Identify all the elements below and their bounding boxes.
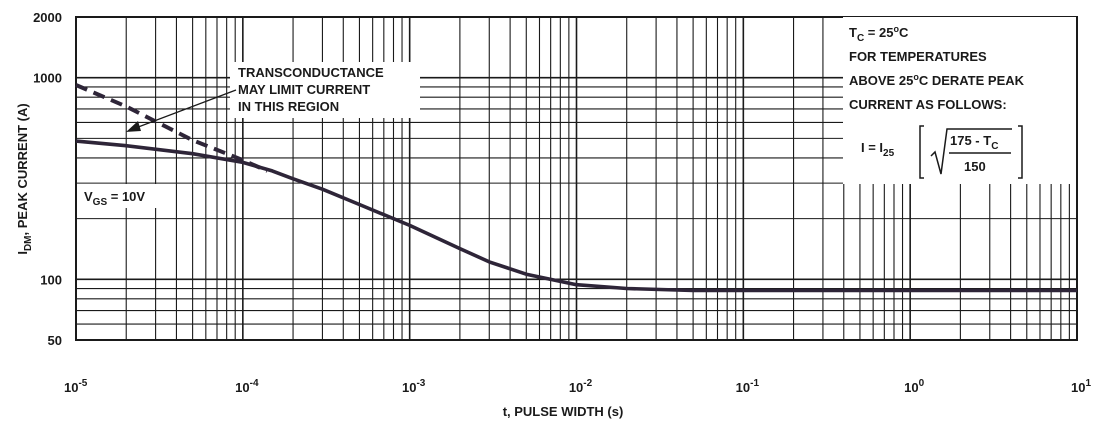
x-tick-label: 100 <box>904 378 924 395</box>
derate-line-4: CURRENT AS FOLLOWS: <box>849 97 1007 112</box>
transconductance-line-2: MAY LIMIT CURRENT <box>238 82 370 97</box>
transconductance-line-3: IN THIS REGION <box>238 99 339 114</box>
derate-line-2: FOR TEMPERATURES <box>849 49 987 64</box>
x-tick-label: 10-3 <box>402 378 426 395</box>
tick-labels: 2000 1000 100 50 10-5 10-4 10-3 10-2 10-1 100 101 <box>33 10 1091 395</box>
y-axis-title: IDM, PEAK CURRENT (A) <box>15 103 34 254</box>
derate-note-bg <box>843 17 1076 184</box>
annotation-arrowhead <box>126 121 141 132</box>
x-axis-title: t, PULSE WIDTH (s) <box>503 404 624 419</box>
x-tick-label: 10-5 <box>64 378 88 395</box>
vgs-note-bg <box>80 184 172 208</box>
x-tick-label: 101 <box>1071 378 1091 395</box>
transconductance-note: TRANSCONDUCTANCE MAY LIMIT CURRENT IN TH… <box>126 62 420 132</box>
formula-numerator: 175 - TC <box>950 133 998 152</box>
y-tick-label: 100 <box>40 272 62 287</box>
formula-right-bracket <box>1018 125 1023 179</box>
transconductance-note-bg <box>230 62 420 118</box>
tc-condition: TC = 25oC <box>849 24 909 44</box>
transconductance-line-1: TRANSCONDUCTANCE <box>238 65 384 80</box>
formula-denominator: 150 <box>964 159 986 174</box>
derate-note: TC = 25oC FOR TEMPERATURES ABOVE 25oC DE… <box>843 17 1076 184</box>
x-tick-label: 10-1 <box>736 378 760 395</box>
y-tick-label: 50 <box>48 333 62 348</box>
y-tick-label: 1000 <box>33 71 62 86</box>
plot-frame <box>75 16 1078 341</box>
derate-line-3: ABOVE 25oC DERATE PEAK <box>849 72 1025 88</box>
formula-left-bracket <box>919 125 924 179</box>
x-tick-label: 10-2 <box>569 378 593 395</box>
formula-lhs: I = I25 <box>861 140 895 159</box>
series-lines <box>75 83 1077 293</box>
series-line-solid <box>75 139 1077 293</box>
annotation-arrow-line <box>132 89 237 130</box>
vgs-label: VGS = 10V <box>84 189 145 208</box>
series-line-dashed <box>75 83 269 173</box>
x-tick-label: 10-4 <box>235 378 259 395</box>
y-tick-label: 2000 <box>33 10 62 25</box>
vgs-note: VGS = 10V <box>80 184 172 208</box>
formula-sqrt-sign <box>930 128 1012 175</box>
